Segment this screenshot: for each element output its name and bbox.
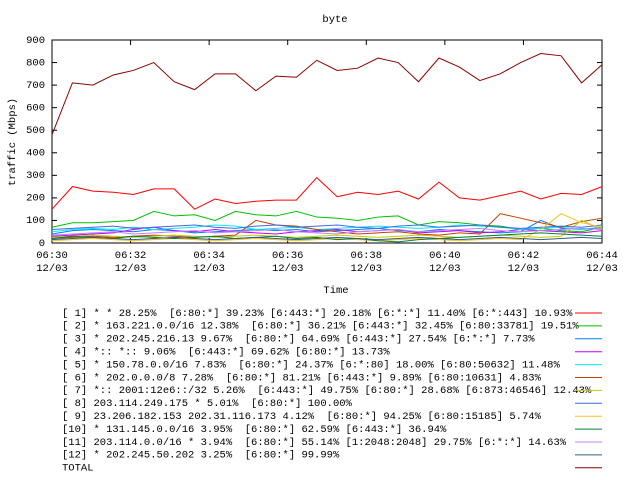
legend-label: [11] 203.114.0.0/16 * 3.94% [6:80:*] 55.… [62,437,567,449]
x-tick-label: 06:32 12/03 [114,250,147,275]
series-line [51,224,603,230]
series-line [51,176,603,210]
y-tick-label: 500 [26,125,45,137]
series-line [51,236,603,241]
y-tick-label: 300 [26,170,45,182]
series-line [51,213,603,242]
x-tick-label: 06:38 12/03 [350,250,383,275]
series-line [51,232,603,243]
y-tick-label: 0 [39,238,45,250]
legend-label: [ 7] *:: 2001:12e6::/32 5.26% [6:443:*] … [62,385,592,397]
plot-border [51,39,603,244]
y-tick-label: 700 [26,80,45,92]
x-tick-label: 06:42 12/03 [507,250,540,275]
series-line [51,227,603,236]
legend-label: TOTAL [62,463,94,475]
y-tick-label: 200 [26,193,45,205]
x-tick-label: 06:40 12/03 [429,250,461,275]
y-axis-label: traffic (Mbps) [7,98,19,186]
legend-label: [ 3] * 202.245.216.13 9.67% [6:80:*] 64.… [62,334,535,346]
legend-label: [ 1] * * 28.25% [6:80:*] 39.23% [6:443:*… [62,308,573,320]
series-line [51,224,603,233]
legend-label: [ 2] * 163.221.0.0/16 12.38% [6:80:*] 36… [62,321,579,333]
y-tick-label: 800 [26,57,45,69]
legend-label: [ 8] 203.114.249.175 * 5.01% [6:80:*] 10… [62,398,353,410]
x-axis-label: Time [323,285,348,297]
x-tick-label: 06:36 12/03 [271,250,304,275]
x-tick-label: 06:30 12/03 [36,250,68,275]
x-tick-label: 06:34 12/03 [193,250,225,275]
legend-label: [10] * 131.145.0.0/16 3.95% [6:80:*] 62.… [62,424,447,436]
legend-label: [ 5] * 150.78.0.0/16 7.83% [6:80:*] 24.3… [62,359,560,371]
x-tick-label: 06:44 12/03 [586,250,618,275]
series-line [51,53,603,135]
legend-label: [12] * 202.245.50.202 3.25% [6:80:*] 99.… [62,450,340,462]
legend-label: [ 9] 23.206.182.153 202.31.116.173 4.12%… [62,411,542,423]
y-tick-label: 400 [26,148,45,160]
y-tick-label: 600 [26,102,45,114]
legend-label: [ 4] *:: *:: 9.06% [6:443:*] 69.62% [6:8… [62,346,390,358]
series-line [51,213,603,239]
y-tick-label: 900 [26,35,45,47]
y-tick-label: 100 [26,215,45,227]
series-line [51,219,603,235]
chart-title: byte [322,14,347,26]
legend-label: [ 6] * 202.0.0.0/8 7.28% [6:80:*] 81.21%… [62,372,542,384]
